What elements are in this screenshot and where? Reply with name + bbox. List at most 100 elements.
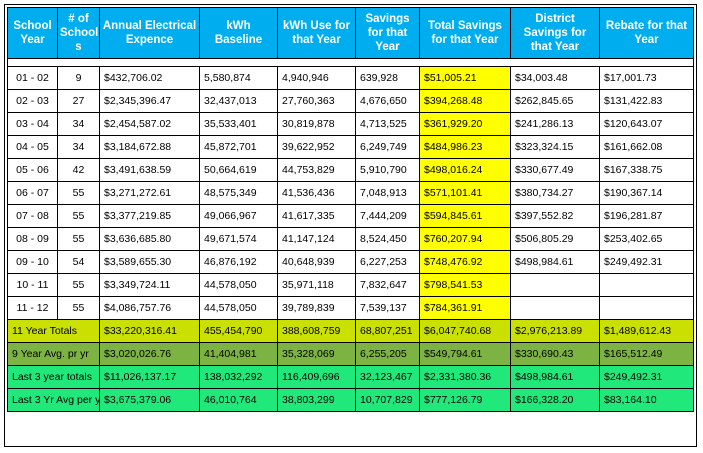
table-cell: $3,589,655.30 bbox=[99, 250, 200, 274]
table-cell: 41,617,335 bbox=[277, 204, 356, 228]
table-cell: 34 bbox=[57, 135, 100, 159]
table-cell: $34,003.48 bbox=[510, 66, 600, 90]
table-cell: $4,086,757.76 bbox=[99, 296, 200, 320]
table-cell: 32,437,013 bbox=[199, 89, 278, 113]
table-cell: $323,324.15 bbox=[510, 135, 600, 159]
table-cell: $3,271,272.61 bbox=[99, 181, 200, 205]
summary-cell: $498,984.61 bbox=[510, 365, 600, 389]
table-cell: 7,444,209 bbox=[355, 204, 420, 228]
table-cell: 39,622,952 bbox=[277, 135, 356, 159]
table-cell: $241,286.13 bbox=[510, 112, 600, 136]
table-cell: 50,664,619 bbox=[199, 158, 278, 182]
table-cell: 55 bbox=[57, 227, 100, 251]
table-cell: $196,281.87 bbox=[599, 204, 694, 228]
spacer-row bbox=[7, 58, 694, 67]
table-cell: 9 bbox=[57, 66, 100, 90]
header-savings: Savings for that Year bbox=[355, 7, 420, 59]
summary-row: Last 3 year totals $11,026,137.17 138,032,… bbox=[7, 365, 694, 389]
table-cell: 55 bbox=[57, 181, 100, 205]
table-cell: 40,648,939 bbox=[277, 250, 356, 274]
table-cell: $190,367.14 bbox=[599, 181, 694, 205]
table-cell: 8,524,450 bbox=[355, 227, 420, 251]
table-cell: 55 bbox=[57, 204, 100, 228]
table-cell: $760,207.94 bbox=[419, 227, 511, 251]
table-cell: 4,940,946 bbox=[277, 66, 356, 90]
summary-cell: 116,409,696 bbox=[277, 365, 356, 389]
summary-cell: 38,803,299 bbox=[277, 388, 356, 412]
table-cell: $397,552.82 bbox=[510, 204, 600, 228]
table-cell: $798,541.53 bbox=[419, 273, 511, 297]
summary-cell: 6,255,205 bbox=[355, 342, 420, 366]
header-row: School Year # of School s Annual Electri… bbox=[7, 7, 694, 59]
table-cell: 6,249,749 bbox=[355, 135, 420, 159]
summary-cell: $549,794.61 bbox=[419, 342, 511, 366]
header-rebate: Rebate for that Year bbox=[599, 7, 694, 59]
table-cell: 39,789,839 bbox=[277, 296, 356, 320]
table-cell: 5,580,874 bbox=[199, 66, 278, 90]
table-cell: 49,066,967 bbox=[199, 204, 278, 228]
table-cell: $784,361.91 bbox=[419, 296, 511, 320]
summary-row: 9 Year Avg. pr yr $3,020,026.76 41,404,981… bbox=[7, 342, 694, 366]
table-cell bbox=[510, 273, 600, 297]
table-row: 10 - 11 55 $3,349,724.11 44,578,050 35,971,1… bbox=[7, 273, 694, 297]
table-cell: 54 bbox=[57, 250, 100, 274]
table-row: 09 - 10 54 $3,589,655.30 46,876,192 40,648,9… bbox=[7, 250, 694, 274]
table-cell: $161,662.08 bbox=[599, 135, 694, 159]
summary-cell: $3,675,379.06 bbox=[99, 388, 200, 412]
table-cell: 01 - 02 bbox=[7, 66, 58, 90]
table-cell: 46,876,192 bbox=[199, 250, 278, 274]
table-cell: 44,578,050 bbox=[199, 296, 278, 320]
table-cell: 10 - 11 bbox=[7, 273, 58, 297]
table-cell: $3,184,672.88 bbox=[99, 135, 200, 159]
table-cell: $394,268.48 bbox=[419, 89, 511, 113]
table-cell: 44,578,050 bbox=[199, 273, 278, 297]
summary-row: Last 3 Yr Avg per yr $3,675,379.06 46,010,… bbox=[7, 388, 694, 412]
table-cell: 08 - 09 bbox=[7, 227, 58, 251]
table-cell: 7,832,647 bbox=[355, 273, 420, 297]
table-cell: 49,671,574 bbox=[199, 227, 278, 251]
header-annual-electrical-expence: Annual Electrical Expence bbox=[99, 7, 200, 59]
table-cell: $506,805.29 bbox=[510, 227, 600, 251]
header-district-savings: District Savings for that Year bbox=[510, 7, 600, 59]
table-cell: $51,005.21 bbox=[419, 66, 511, 90]
table-cell: 11 - 12 bbox=[7, 296, 58, 320]
table-cell: $262,845.65 bbox=[510, 89, 600, 113]
table-row: 05 - 06 42 $3,491,638.59 50,664,619 44,753,8… bbox=[7, 158, 694, 182]
summary-cell: 68,807,251 bbox=[355, 319, 420, 343]
table-cell: 55 bbox=[57, 273, 100, 297]
table-cell: 7,048,913 bbox=[355, 181, 420, 205]
summary-cell: 41,404,981 bbox=[199, 342, 278, 366]
summary-cell: 32,123,467 bbox=[355, 365, 420, 389]
spacer-cell bbox=[7, 58, 694, 67]
summary-cell: $166,328.20 bbox=[510, 388, 600, 412]
summary-cell: 46,010,764 bbox=[199, 388, 278, 412]
table-cell: 27 bbox=[57, 89, 100, 113]
table-cell: 45,872,701 bbox=[199, 135, 278, 159]
summary-cell: $11,026,137.17 bbox=[99, 365, 200, 389]
summary-cell: $33,220,316.41 bbox=[99, 319, 200, 343]
table-row: 03 - 04 34 $2,454,587.02 35,533,401 30,819,8… bbox=[7, 112, 694, 136]
header-kwh-baseline: kWh Baseline bbox=[199, 7, 278, 59]
table-cell: 35,533,401 bbox=[199, 112, 278, 136]
table-cell: 44,753,829 bbox=[277, 158, 356, 182]
header-school-year: School Year bbox=[7, 7, 58, 59]
savings-table: School Year # of School s Annual Electri… bbox=[7, 7, 694, 412]
table-cell: 34 bbox=[57, 112, 100, 136]
table-cell: $3,349,724.11 bbox=[99, 273, 200, 297]
summary-label: 11 Year Totals bbox=[7, 319, 100, 343]
summary-cell: 138,032,292 bbox=[199, 365, 278, 389]
header-num-schools: # of School s bbox=[57, 7, 100, 59]
table-cell: 02 - 03 bbox=[7, 89, 58, 113]
table-cell: 35,971,118 bbox=[277, 273, 356, 297]
table-cell: $484,986.23 bbox=[419, 135, 511, 159]
table-cell bbox=[599, 273, 694, 297]
summary-cell: $1,489,612.43 bbox=[599, 319, 694, 343]
table-cell: 4,676,650 bbox=[355, 89, 420, 113]
table-cell: 7,539,137 bbox=[355, 296, 420, 320]
summary-cell: $83,164.10 bbox=[599, 388, 694, 412]
table-row: 08 - 09 55 $3,636,685.80 49,671,574 41,147,1… bbox=[7, 227, 694, 251]
table-cell: 639,928 bbox=[355, 66, 420, 90]
table-cell: 03 - 04 bbox=[7, 112, 58, 136]
table-cell bbox=[599, 296, 694, 320]
table-cell: $2,345,396.47 bbox=[99, 89, 200, 113]
